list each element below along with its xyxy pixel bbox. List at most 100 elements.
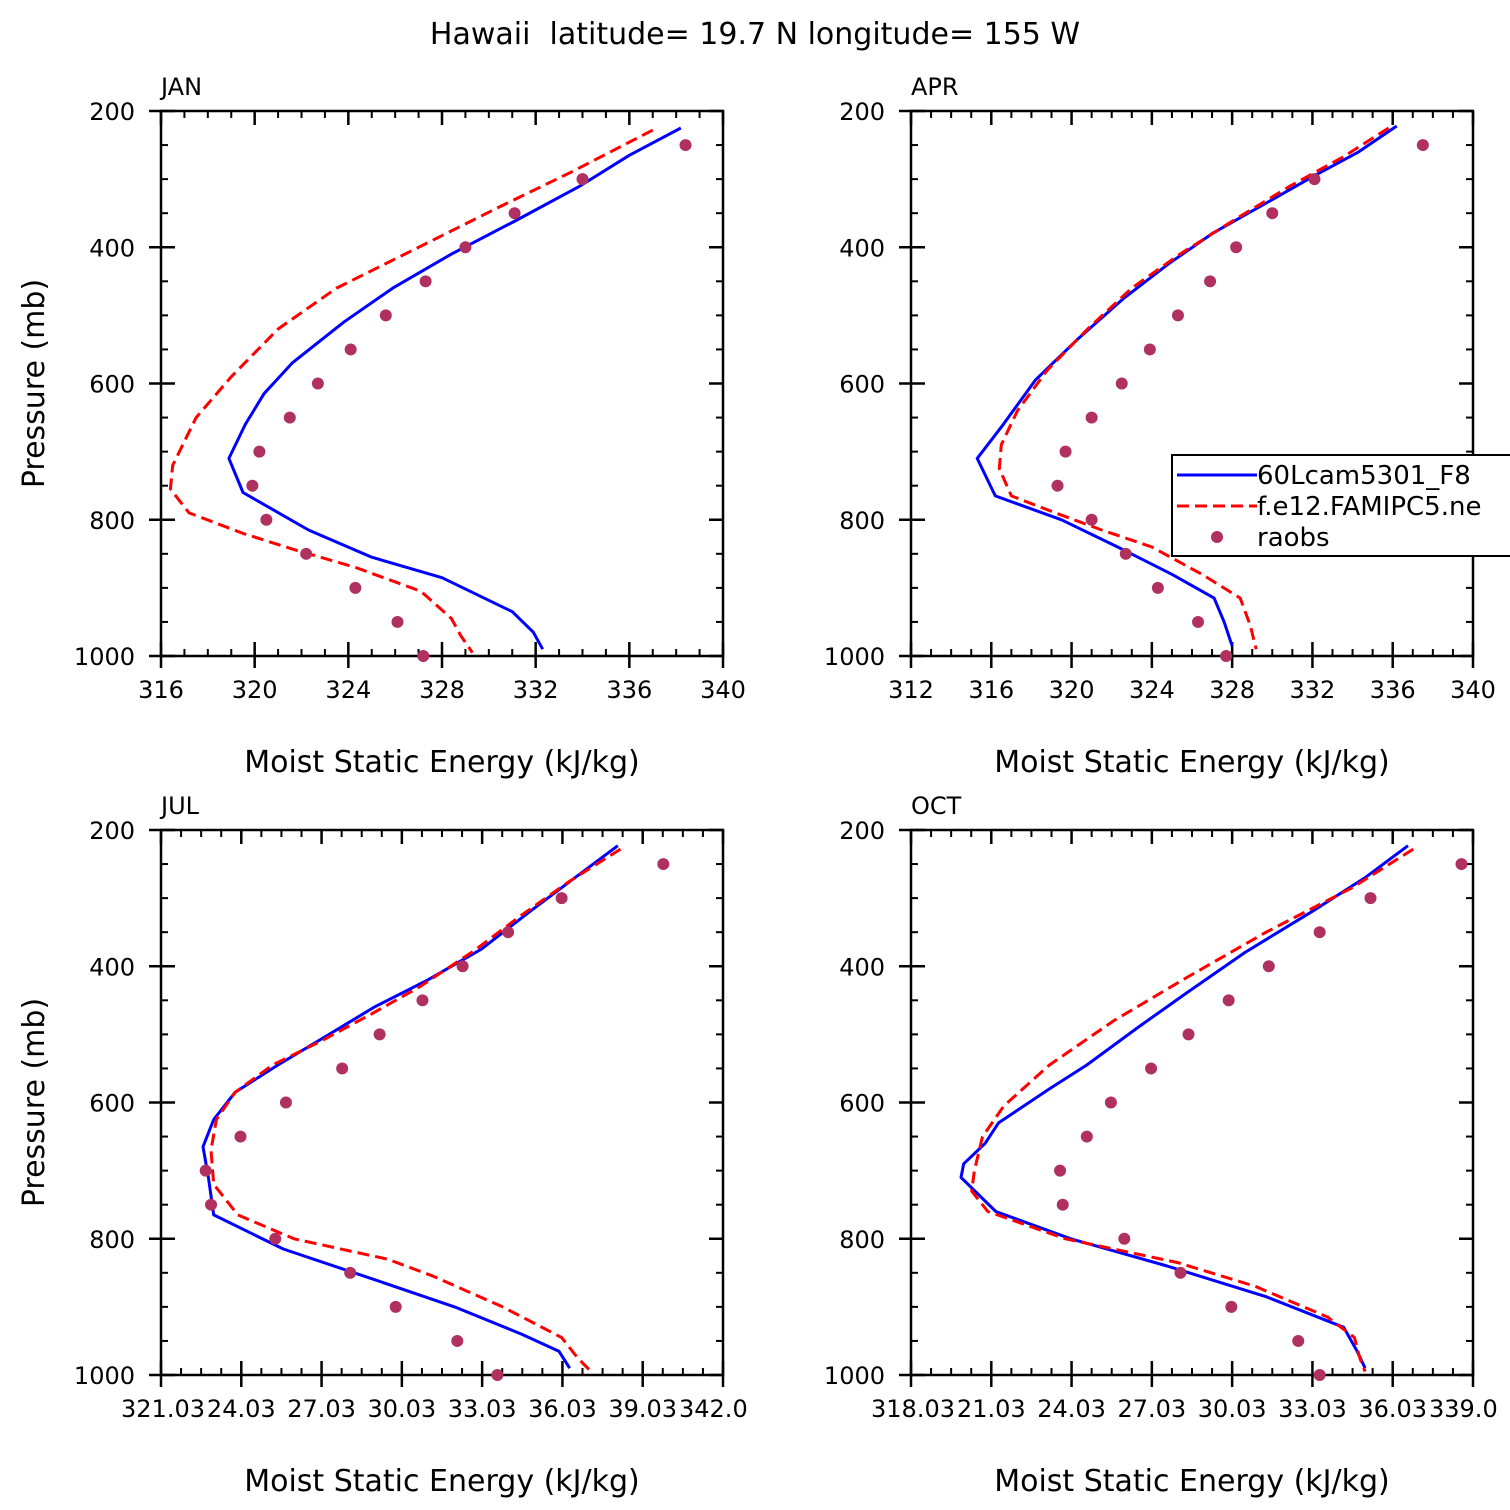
raobs-point	[1056, 1198, 1069, 1211]
raobs-point	[1118, 1232, 1131, 1245]
y-tick-label: 800	[89, 1226, 135, 1254]
raobs-point	[459, 241, 472, 254]
raobs-point	[260, 513, 273, 526]
raobs-point	[417, 650, 430, 662]
x-tick-label: 316	[138, 676, 184, 704]
panels: 316 320 324 328 332 336 340 200 400 600 800 1000 JAN…	[17, 73, 1498, 1499]
series-line-model1	[959, 844, 1409, 1369]
y-tick-label: 1000	[824, 643, 885, 671]
legend-label: f.e12.FAMIPC5.ne	[1257, 492, 1481, 522]
y-tick-label: 200	[839, 817, 885, 845]
series-line-model2	[997, 126, 1390, 650]
panel-title: JUL	[159, 792, 200, 820]
x-tick-label: 24.03	[1037, 1395, 1106, 1423]
raobs-point	[576, 173, 589, 186]
raobs-point	[344, 1266, 357, 1279]
raobs-point	[234, 1130, 247, 1143]
y-tick-label: 400	[839, 953, 885, 981]
raobs-point	[336, 1062, 349, 1075]
raobs-point	[416, 994, 429, 1007]
x-tick-label: 27.03	[1117, 1395, 1186, 1423]
series-line-model1	[201, 844, 619, 1370]
x-tick-label: 342.0	[679, 1395, 748, 1423]
y-tick-label: 800	[839, 1226, 885, 1254]
raobs-point	[1364, 892, 1377, 905]
panel-title: JAN	[159, 73, 202, 101]
x-tick-label: 336	[1370, 676, 1416, 704]
y-tick-label: 1000	[74, 1362, 135, 1390]
panel-jan: 316 320 324 328 332 336 340 200 400 600 800 1000 JAN…	[17, 73, 746, 780]
x-tick-label: 328	[419, 676, 465, 704]
y-tick-label: 800	[89, 507, 135, 535]
panel-jul: 321.03 24.03 27.03 30.03 33.03 36.03 39.03 342.…	[17, 792, 748, 1499]
raobs-point	[300, 547, 313, 560]
raobs-point	[1182, 1028, 1195, 1041]
plot-frame	[159, 828, 725, 1377]
panel-oct: 318.03 21.03 24.03 27.03 30.03 33.03 36.03 339.…	[824, 792, 1498, 1499]
x-tick-label: 324	[325, 676, 371, 704]
raobs-point	[1313, 1369, 1326, 1381]
raobs-point	[1225, 1300, 1238, 1313]
x-tick-label: 336	[606, 676, 652, 704]
plot-frame	[909, 828, 1475, 1377]
raobs-point	[1119, 547, 1132, 560]
raobs-point	[1292, 1334, 1305, 1347]
raobs-point	[279, 1096, 292, 1109]
series-line-model2	[970, 847, 1415, 1373]
x-tick-label: 39.03	[608, 1395, 677, 1423]
raobs-point	[205, 1198, 218, 1211]
raobs-point	[555, 892, 568, 905]
x-tick-label: 332	[513, 676, 559, 704]
x-axis-label: Moist Static Energy (kJ/kg)	[244, 1464, 640, 1499]
panel-title: OCT	[911, 792, 962, 820]
legend-box	[1171, 454, 1510, 557]
raobs-point	[1230, 241, 1243, 254]
x-tick-label: 321.03	[121, 1395, 205, 1423]
raobs-point	[1080, 1130, 1093, 1143]
x-tick-label: 36.03	[528, 1395, 597, 1423]
raobs-point	[419, 275, 432, 288]
raobs-point	[1051, 479, 1064, 492]
series-line-model2	[209, 847, 622, 1373]
x-tick-label: 320	[232, 676, 278, 704]
raobs-point	[1192, 615, 1205, 628]
x-tick-label: 21.03	[957, 1395, 1026, 1423]
raobs-point	[657, 858, 670, 871]
raobs-point	[1266, 207, 1279, 220]
x-tick-label: 320	[1049, 676, 1095, 704]
series-line-model1	[227, 126, 682, 650]
raobs-point	[283, 411, 296, 424]
x-tick-label: 30.03	[367, 1395, 436, 1423]
plot-frame	[159, 109, 725, 658]
panel-title: APR	[911, 73, 959, 101]
x-tick-label: 30.03	[1198, 1395, 1267, 1423]
raobs-point	[1416, 139, 1429, 152]
y-axis-label: Pressure (mb)	[17, 998, 52, 1207]
raobs-point	[1313, 926, 1326, 939]
series-line-model2	[168, 128, 654, 654]
raobs-point	[1085, 513, 1098, 526]
panel-apr: 312 316 320 324 328 332 336 340 200 400 600 800 1000…	[824, 73, 1496, 780]
raobs-point	[1143, 343, 1156, 356]
raobs-point	[311, 377, 324, 390]
raobs-point	[379, 309, 392, 322]
x-tick-label: 332	[1290, 676, 1336, 704]
raobs-point	[508, 207, 521, 220]
series-line-model1	[975, 124, 1398, 647]
raobs-point	[1455, 858, 1468, 871]
raobs-point	[389, 1300, 402, 1313]
raobs-point	[269, 1232, 282, 1245]
x-tick-label: 316	[968, 676, 1014, 704]
raobs-point	[349, 581, 362, 594]
x-tick-label: 24.03	[207, 1395, 276, 1423]
raobs-point	[344, 343, 357, 356]
y-tick-label: 1000	[74, 643, 135, 671]
raobs-point	[1204, 275, 1217, 288]
raobs-point	[1059, 445, 1072, 458]
raobs-point	[1085, 411, 1098, 424]
x-tick-label: 27.03	[287, 1395, 356, 1423]
raobs-point	[1115, 377, 1128, 390]
x-tick-label: 33.03	[448, 1395, 517, 1423]
